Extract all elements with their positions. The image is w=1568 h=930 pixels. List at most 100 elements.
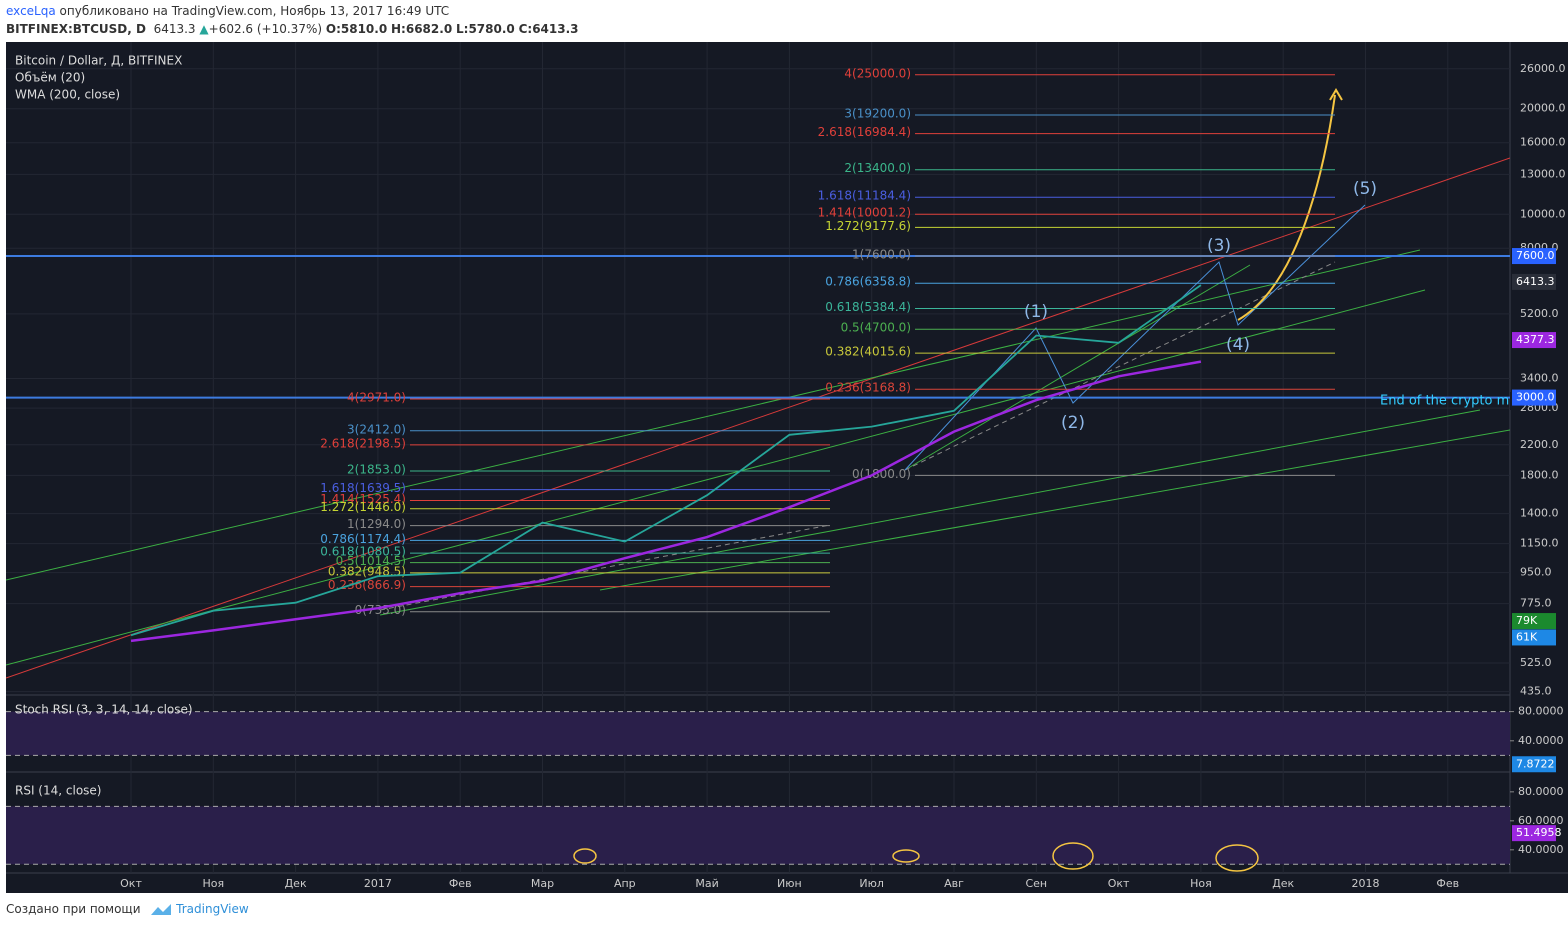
axis-badge [1512,273,1556,290]
fib-label: 0.382(4015.6) [825,345,911,359]
y-tick-label: 26000.0 [1520,62,1566,75]
legend: Bitcoin / Dollar, Д, BITFINEX [15,54,182,68]
last: 6413.3 [153,22,196,36]
x-tick-label: Фев [1436,877,1459,890]
y-tick-label: 435.0 [1520,685,1552,698]
x-tick-label: Сен [1025,877,1047,890]
fib-label: 0.5(4700.0) [841,321,911,335]
footer: Создано при помощи TradingView [6,902,249,917]
y-tick-label: 80.0000 [1518,705,1564,718]
fib-label: 1.272(9177.6) [825,219,911,233]
y-tick-label: 16000.0 [1520,136,1566,149]
trend-line [904,264,1251,471]
arrow-head [1329,88,1343,101]
fib-label: 4(2971.0) [347,391,406,405]
x-tick-label: 2017 [364,877,392,890]
y-tick-label: 60.0000 [1518,814,1564,827]
legend: Объём (20) [15,71,85,85]
x-tick-label: Мар [531,877,554,890]
ohlc: C:6413.3 [518,22,579,36]
wave-path [904,204,1366,471]
y-tick-label: 13000.0 [1520,167,1566,180]
pane-title: Stoch RSI (3, 3, 14, 14, close) [15,703,193,717]
drawings [6,88,1510,679]
y-tick-label: 1150.0 [1520,537,1559,550]
y-tick-label: 20000.0 [1520,102,1566,115]
osc-band [6,806,1510,865]
x-tick-label: Июл [859,877,884,890]
axis-badge [1512,248,1556,265]
y-tick-label: 10000.0 [1520,207,1566,220]
y-tick-label: 1400.0 [1520,507,1559,520]
fib-label: 3(2412.0) [347,422,406,436]
projection-arrow [1237,94,1336,321]
annotation: End of the crypto mo [1380,394,1517,409]
x-tick-label: Окт [1108,877,1130,890]
x-tick-label: Авг [944,877,964,890]
fib-label: 0.786(1174.4) [320,532,406,546]
x-tick-label: Ноя [202,877,224,890]
x-tick-label: Фев [449,877,472,890]
axis-badge-label: 51.4958 [1516,826,1562,839]
fib-label: 0(735.0) [355,603,406,617]
x-tick-label: Дек [285,877,307,890]
axis-badge-label: 6413.3 [1516,275,1555,288]
axis-badge [1512,613,1556,630]
x-tick-label: Окт [120,877,142,890]
y-tick-label: 5200.0 [1520,307,1559,320]
axis-badge-label: 4377.3 [1516,333,1555,346]
fib-label: 0.5(1014.5) [336,554,406,568]
y-tick-label: 1800.0 [1520,468,1559,481]
x-tick-label: Дек [1272,877,1294,890]
y-tick-label: 40.0000 [1518,843,1564,856]
ohlc: O:5810.0 [325,22,388,36]
y-tick-label: 80.0000 [1518,785,1564,798]
wave-label: (1) [1024,302,1048,322]
fib-label: 1.414(10001.2) [818,206,911,220]
fib-label: 2.618(2198.5) [320,436,406,450]
axis-badge [1512,389,1556,406]
x-tick-label: 2018 [1352,877,1380,890]
fib-label: 1.272(1446.0) [320,500,406,514]
y-tick-label: 3400.0 [1520,372,1559,385]
y-tick-label: 950.0 [1520,566,1552,579]
pane-title: RSI (14, close) [15,784,101,798]
osc-band [6,711,1510,756]
fib-label: 1(7600.0) [852,248,911,262]
wave-label: (4) [1226,335,1250,355]
y-tick-label: 2200.0 [1520,438,1559,451]
chart: 4(25000.0) 3(19200.0) 2.618(16984.4) 2(1340… [0,42,1568,894]
symbol-line: BITFINEX:BTCUSD, D 6413.3 ▲+602.6 (+10.3… [6,22,579,36]
axis-badge [1512,756,1556,773]
fib-label: 0.786(6358.8) [825,275,911,289]
fib-label: 1.618(1639.5) [320,481,406,495]
y-tick-label: 40.0000 [1518,734,1564,747]
trend-line [379,524,831,611]
publish-line: exceLqa опубликовано на TradingView.com,… [6,4,449,18]
trend-line [6,157,1510,679]
fib-label: 2(1853.0) [347,462,406,476]
up-arrow: ▲ [199,22,209,36]
x-tick-label: Ноя [1190,877,1212,890]
axis-badge-label: 7.8722 [1516,757,1555,770]
fib-label: 0.236(866.9) [328,578,406,592]
trend-line [6,289,1426,666]
trend-line [379,409,1481,616]
made-with: Создано при помощи [6,902,141,916]
author[interactable]: exceLqa [6,4,56,18]
trend-line [904,261,1336,471]
series-group [130,284,1202,643]
published: опубликовано на TradingView.com, Ноябрь … [59,4,450,18]
axis-badge-label: 61K [1516,630,1538,643]
wave-label: (5) [1353,179,1377,199]
fib-label: 0.382(948.5) [328,564,406,578]
ohlc: H:6682.0 [391,22,453,36]
axis-badge-label: 7600.0 [1516,249,1555,262]
fib-label: 1.618(11184.4) [818,189,911,203]
trend-line [6,249,1421,581]
brand[interactable]: TradingView [176,902,249,916]
fib-label: 0.618(5384.4) [825,300,911,314]
ohlc: L:5780.0 [456,22,515,36]
legend: WMA (200, close) [15,88,120,102]
